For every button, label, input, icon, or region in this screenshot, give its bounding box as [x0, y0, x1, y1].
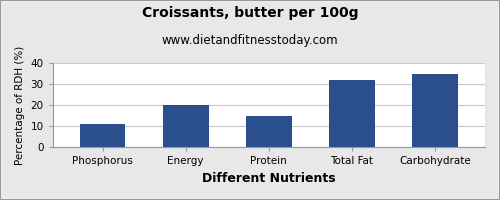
Bar	[329, 80, 375, 147]
Bar	[163, 105, 208, 147]
Bar	[412, 74, 458, 147]
Text: Croissants, butter per 100g: Croissants, butter per 100g	[142, 6, 358, 20]
Text: www.dietandfitnesstoday.com: www.dietandfitnesstoday.com	[162, 34, 338, 47]
Bar	[80, 124, 126, 147]
Bar	[246, 116, 292, 147]
Y-axis label: Percentage of RDH (%): Percentage of RDH (%)	[15, 46, 25, 165]
X-axis label: Different Nutrients: Different Nutrients	[202, 172, 336, 185]
